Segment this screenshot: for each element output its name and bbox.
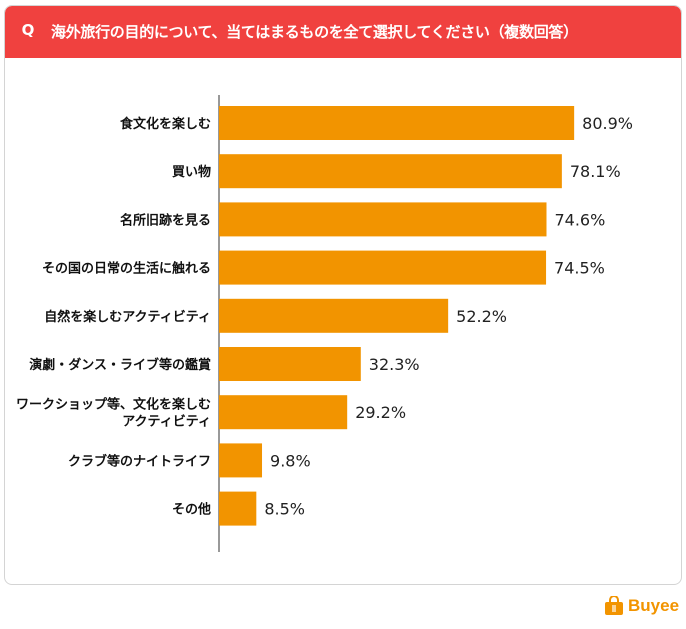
question-mark: Q	[21, 21, 35, 39]
category-label: その国の日常の生活に触れる	[42, 261, 211, 277]
value-label: 74.6%	[554, 210, 605, 229]
category-label: 食文化を楽しむ	[120, 116, 211, 132]
bar	[219, 202, 547, 237]
category-label: 買い物	[172, 164, 211, 180]
value-label: 32.3%	[369, 355, 420, 374]
bar	[219, 443, 263, 478]
value-label: 78.1%	[570, 162, 621, 181]
question-title: 海外旅行の目的について、当てはまるものを全て選択してください（複数回答）	[51, 23, 578, 41]
category-label: 名所旧跡を見る	[120, 212, 211, 228]
logo-text: Buyee	[628, 596, 680, 615]
bar	[219, 298, 449, 333]
bar	[219, 491, 257, 526]
bar	[219, 250, 547, 285]
value-label: 52.2%	[456, 307, 507, 326]
category-label: 演劇・ダンス・ライブ等の鑑賞	[29, 357, 211, 373]
value-label: 74.5%	[554, 259, 605, 278]
bar	[219, 395, 348, 430]
buyee-logo: Buyee	[603, 594, 679, 618]
category-label: 自然を楽しむアクティビティ	[44, 309, 211, 325]
category-label: ワークショップ等、文化を楽しむ	[16, 397, 211, 413]
category-label: クラブ等のナイトライフ	[68, 453, 211, 469]
value-label: 9.8%	[270, 451, 311, 470]
value-label: 80.9%	[582, 114, 633, 133]
category-label: その他	[172, 502, 211, 518]
chart-card: Q 海外旅行の目的について、当てはまるものを全て選択してください（複数回答）	[4, 5, 682, 585]
bar	[219, 347, 361, 381]
category-label: アクティビティ	[122, 414, 211, 430]
bar	[219, 154, 562, 189]
shopping-bag-icon	[605, 596, 623, 615]
question-header: Q 海外旅行の目的について、当てはまるものを全て選択してください（複数回答）	[5, 6, 681, 58]
bar	[219, 106, 575, 140]
value-label: 29.2%	[355, 403, 406, 422]
value-label: 8.5%	[264, 500, 305, 519]
